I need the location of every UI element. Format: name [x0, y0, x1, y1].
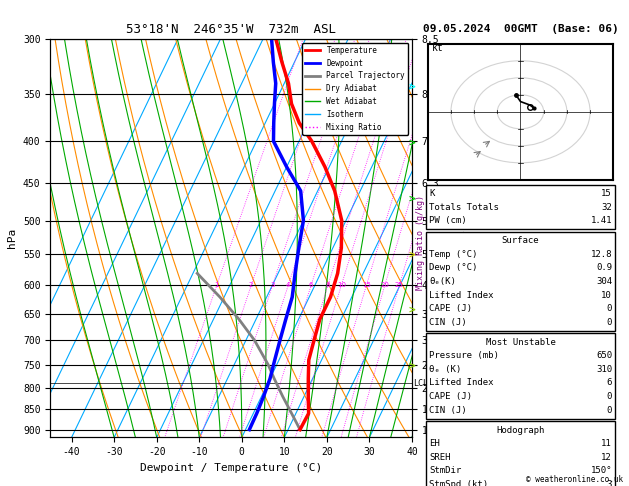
Text: 0: 0 — [606, 406, 612, 415]
Text: 650: 650 — [596, 351, 612, 360]
Text: SREH: SREH — [429, 453, 450, 462]
Text: >: > — [409, 138, 415, 147]
Text: 6: 6 — [606, 379, 612, 387]
Text: 0: 0 — [606, 318, 612, 327]
Text: >: > — [409, 249, 415, 259]
Text: 4: 4 — [286, 282, 291, 288]
Text: 310: 310 — [596, 365, 612, 374]
Y-axis label: km
ASL: km ASL — [445, 229, 467, 247]
Y-axis label: hPa: hPa — [8, 228, 18, 248]
Text: 3: 3 — [270, 282, 275, 288]
Text: 8: 8 — [326, 282, 330, 288]
Text: 12.8: 12.8 — [591, 250, 612, 259]
Bar — [426, 421, 615, 486]
Text: >: > — [409, 193, 415, 203]
Text: Hodograph: Hodograph — [496, 426, 545, 434]
X-axis label: Dewpoint / Temperature (°C): Dewpoint / Temperature (°C) — [140, 463, 322, 473]
Text: 150°: 150° — [591, 467, 612, 475]
Text: 10: 10 — [601, 291, 612, 299]
Text: K: K — [429, 189, 435, 198]
Bar — [426, 333, 615, 419]
Text: LCL: LCL — [413, 379, 428, 388]
Text: kt: kt — [432, 43, 444, 52]
Text: Mixing Ratio (g/kg): Mixing Ratio (g/kg) — [416, 195, 425, 291]
Text: Totals Totals: Totals Totals — [429, 203, 499, 211]
Text: 2: 2 — [249, 282, 253, 288]
Text: 09.05.2024  00GMT  (Base: 06): 09.05.2024 00GMT (Base: 06) — [423, 24, 618, 34]
Legend: Temperature, Dewpoint, Parcel Trajectory, Dry Adiabat, Wet Adiabat, Isotherm, Mi: Temperature, Dewpoint, Parcel Trajectory… — [302, 43, 408, 135]
Text: >: > — [409, 305, 415, 315]
Text: PW (cm): PW (cm) — [429, 216, 467, 225]
Text: >: > — [409, 361, 415, 371]
Text: θₑ(K): θₑ(K) — [429, 277, 456, 286]
Text: Surface: Surface — [502, 236, 539, 245]
Text: CIN (J): CIN (J) — [429, 318, 467, 327]
Text: θₑ (K): θₑ (K) — [429, 365, 461, 374]
Text: 0.9: 0.9 — [596, 263, 612, 272]
Text: CAPE (J): CAPE (J) — [429, 304, 472, 313]
Text: 25: 25 — [395, 282, 404, 288]
Text: Temp (°C): Temp (°C) — [429, 250, 477, 259]
Text: Lifted Index: Lifted Index — [429, 379, 494, 387]
Text: 304: 304 — [596, 277, 612, 286]
Text: 6: 6 — [309, 282, 313, 288]
Bar — [426, 232, 615, 331]
Text: CAPE (J): CAPE (J) — [429, 392, 472, 401]
Text: Dewp (°C): Dewp (°C) — [429, 263, 477, 272]
Text: 15: 15 — [601, 189, 612, 198]
Text: Most Unstable: Most Unstable — [486, 338, 555, 347]
Title: 53°18'N  246°35'W  732m  ASL: 53°18'N 246°35'W 732m ASL — [126, 23, 336, 36]
Text: StmDir: StmDir — [429, 467, 461, 475]
Text: 12: 12 — [601, 453, 612, 462]
Text: 32: 32 — [601, 203, 612, 211]
Text: StmSpd (kt): StmSpd (kt) — [429, 480, 488, 486]
Text: 3: 3 — [606, 480, 612, 486]
Text: 0: 0 — [606, 304, 612, 313]
Bar — [426, 185, 615, 229]
Text: 10: 10 — [337, 282, 346, 288]
Text: 20: 20 — [381, 282, 389, 288]
Text: 11: 11 — [601, 439, 612, 448]
Text: 0: 0 — [606, 392, 612, 401]
Text: Pressure (mb): Pressure (mb) — [429, 351, 499, 360]
Text: 15: 15 — [362, 282, 371, 288]
Text: CIN (J): CIN (J) — [429, 406, 467, 415]
Text: © weatheronline.co.uk: © weatheronline.co.uk — [526, 474, 623, 484]
Text: EH: EH — [429, 439, 440, 448]
Text: >: > — [409, 82, 415, 92]
Text: Lifted Index: Lifted Index — [429, 291, 494, 299]
Text: 1.41: 1.41 — [591, 216, 612, 225]
Text: 1: 1 — [214, 282, 219, 288]
